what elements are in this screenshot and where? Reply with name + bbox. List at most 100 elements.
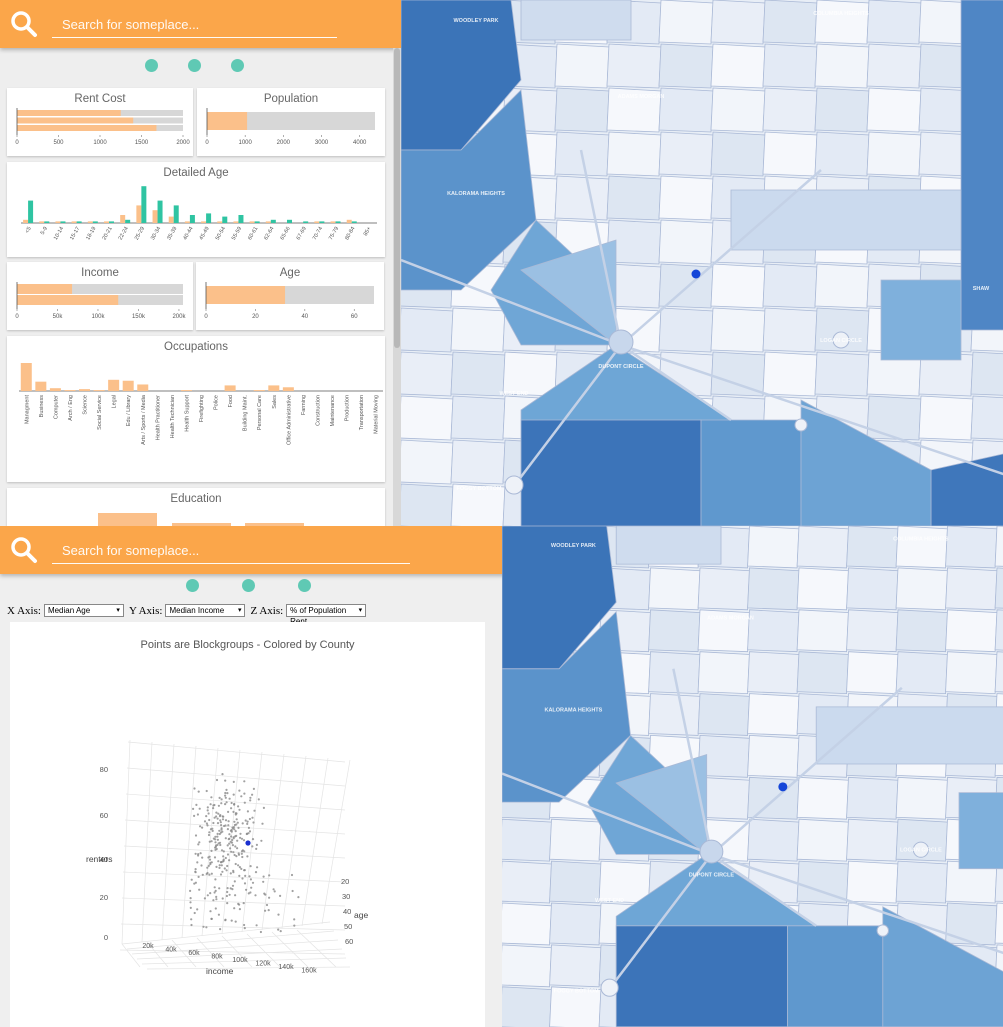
scatter-point — [291, 889, 294, 893]
top-map[interactable]: WOODLEY PARK ADAMS MORGAN COLUMBIA HEIGHTS… — [401, 0, 1003, 526]
block-group — [648, 567, 701, 611]
education-bar-3 — [245, 523, 304, 526]
scatter-point — [246, 855, 249, 858]
block-group — [762, 87, 818, 133]
scatter-point — [196, 861, 199, 864]
grid-line — [126, 930, 335, 950]
scatter-point — [209, 910, 212, 913]
age-category-label: 25-29 — [134, 226, 146, 241]
age-bar-teal — [157, 200, 163, 223]
scatter-point — [245, 888, 248, 891]
scatter-point — [226, 887, 229, 890]
traffic-circle — [504, 475, 524, 495]
scatter-point — [240, 852, 243, 855]
scatter-3d-panel[interactable]: Points are Blockgroups - Colored by Coun… — [10, 622, 485, 1027]
choropleth-map[interactable]: WOODLEY PARK ADAMS MORGAN COLUMBIA HEIGHTS… — [502, 526, 1003, 1027]
y-axis-select[interactable]: Median Income ▾ — [165, 604, 246, 617]
scatter-point — [199, 825, 202, 828]
page-dot-3[interactable] — [298, 579, 311, 592]
choropleth-map[interactable]: WOODLEY PARK ADAMS MORGAN COLUMBIA HEIGHTS… — [401, 0, 1003, 526]
scatter-point — [240, 867, 243, 870]
rent-cost-card: Rent Cost 0 500 1000 1500 2000 — [7, 88, 193, 156]
scatter-point — [199, 852, 202, 855]
occupation-label: Legal — [112, 395, 118, 408]
z-tick-label: 0 — [104, 933, 108, 942]
x-axis-select[interactable]: Median Age ▾ — [43, 604, 124, 617]
block-group-dark — [520, 419, 702, 526]
road — [510, 344, 622, 491]
block-group — [970, 395, 1003, 440]
age-bar-teal — [189, 215, 195, 223]
occupation-bar — [93, 390, 105, 391]
scatter-point — [230, 830, 233, 833]
search-icon[interactable] — [10, 10, 38, 38]
scatter-point — [235, 818, 238, 821]
scatter-point — [218, 864, 221, 867]
age-category-label: 62-64 — [263, 226, 275, 241]
traffic-circle — [912, 841, 929, 858]
occupation-bar — [268, 385, 280, 391]
x-tick-label: 40k — [165, 947, 177, 954]
block-group — [796, 776, 849, 820]
grid-line — [296, 929, 337, 968]
block-group — [554, 43, 610, 89]
scatter-point — [212, 821, 215, 825]
scatter-point — [273, 890, 276, 893]
scatter-point — [225, 801, 228, 804]
income-title: Income — [81, 267, 119, 279]
age-category-label: 85+ — [363, 226, 373, 237]
page-dot-2[interactable] — [242, 579, 255, 592]
scatter-point — [213, 891, 216, 894]
search-icon[interactable] — [10, 536, 38, 564]
map-label: SHAW — [973, 286, 990, 292]
age-bar-teal — [141, 186, 147, 223]
scatter-3d-chart[interactable]: 80 60 40 20 0 renters 20k 40k 60k 80k 100k 120k 140k… — [10, 622, 485, 1027]
bottom-map[interactable]: WOODLEY PARK ADAMS MORGAN COLUMBIA HEIGHTS… — [502, 526, 1003, 1027]
scrollbar-thumb[interactable] — [394, 48, 400, 348]
age-bar-teal — [287, 219, 292, 223]
grid-line — [161, 743, 175, 941]
search-input[interactable]: Search for someplace... — [52, 538, 410, 564]
grid-line — [121, 943, 141, 968]
scatter-point — [206, 894, 209, 897]
block-group — [710, 0, 766, 45]
age-category-label: 18-19 — [85, 226, 97, 241]
map-label: WEST END — [499, 391, 528, 397]
tick-label: 3000 — [315, 140, 329, 146]
block-group — [747, 567, 800, 611]
page-dot-3[interactable] — [231, 59, 244, 72]
scatter-point — [210, 840, 213, 843]
scatter-point — [248, 830, 252, 833]
age-bar-orange — [136, 205, 142, 223]
scatter-point — [233, 820, 236, 823]
scatter-point — [222, 850, 225, 853]
sidebar-scrollbar[interactable] — [393, 48, 401, 526]
scatter-point — [255, 843, 258, 846]
scatter-point — [234, 862, 237, 866]
block-group-medium — [882, 906, 1003, 1027]
scatter-point — [229, 847, 232, 850]
education-title: Education — [170, 493, 222, 505]
scatter-point — [214, 907, 217, 910]
page-dot-1[interactable] — [145, 59, 158, 72]
scatter-point — [230, 841, 234, 844]
bar-bg — [207, 112, 375, 130]
scatter-point — [262, 875, 265, 878]
scatter-point — [197, 875, 200, 878]
block-group — [710, 43, 766, 89]
page-dots — [186, 579, 311, 592]
scatter-point — [231, 884, 235, 887]
block-group — [814, 351, 870, 397]
block-group — [502, 860, 552, 904]
z-axis-label: Z Axis: — [250, 604, 284, 617]
scatter-point — [198, 888, 201, 891]
block-group — [549, 902, 602, 946]
page-dot-2[interactable] — [188, 59, 201, 72]
z-axis-select[interactable]: % of Population Rent▾ — [286, 604, 367, 626]
block-group — [450, 439, 506, 485]
search-input[interactable]: Search for someplace... — [52, 12, 337, 38]
scatter-point — [218, 829, 221, 832]
scatter-point — [227, 810, 230, 813]
page-dot-1[interactable] — [186, 579, 199, 592]
block-group — [866, 87, 922, 133]
